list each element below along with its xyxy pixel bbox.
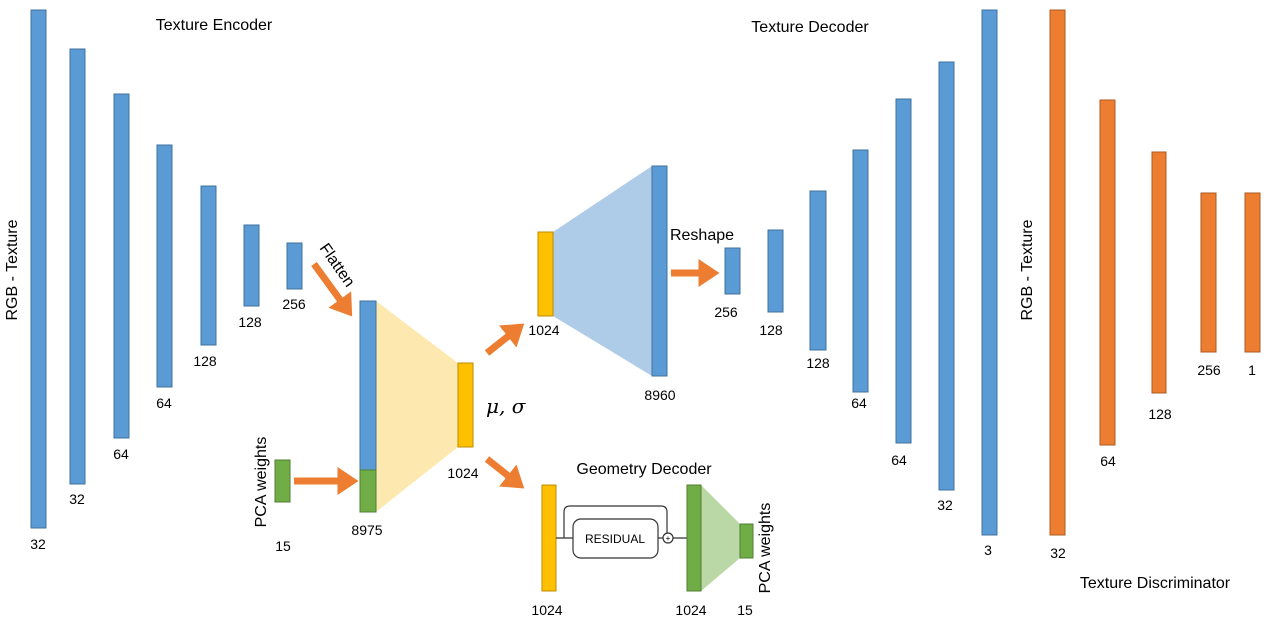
decoder-fc-out-size: 8960 bbox=[644, 387, 675, 403]
pca-weights-output-label: PCA weights bbox=[757, 503, 774, 594]
rgb-texture-output-label: RGB - Texture bbox=[1019, 219, 1036, 320]
geometry-input-latent bbox=[541, 484, 557, 592]
discriminator-layer bbox=[1151, 151, 1167, 394]
geometry-output-size: 15 bbox=[737, 602, 753, 618]
decoder-layer-label: 64 bbox=[851, 395, 867, 411]
discriminator-layer bbox=[1244, 192, 1261, 353]
decoder-fc-in-size: 1024 bbox=[528, 322, 559, 338]
rgb-texture-input-label: RGB - Texture bbox=[4, 219, 21, 320]
concatenated-pca bbox=[359, 469, 377, 513]
discriminator-layer bbox=[1099, 99, 1116, 446]
texture-decoder-title: Texture Decoder bbox=[751, 19, 869, 36]
geometry-residual-output bbox=[686, 484, 702, 592]
decoder-layer bbox=[724, 247, 741, 295]
encoder-layer-label: 32 bbox=[30, 536, 46, 552]
decoder-fc-trapezoid bbox=[553, 166, 652, 376]
encoder-layer bbox=[243, 224, 260, 307]
texture-encoder-title: Texture Encoder bbox=[156, 17, 273, 34]
decoder-input-latent bbox=[537, 231, 554, 317]
residual-label: RESIDUAL bbox=[585, 532, 645, 546]
texture-decoder: 256 128 128 64 64 32 3 bbox=[714, 9, 998, 558]
encoder-layer bbox=[30, 9, 47, 529]
encoder-layer-label: 128 bbox=[193, 353, 217, 369]
pca-input-size: 15 bbox=[275, 538, 291, 554]
discriminator-layer-label: 1 bbox=[1248, 362, 1256, 378]
geometry-decoder-title: Geometry Decoder bbox=[576, 461, 712, 478]
texture-discriminator-title: Texture Discriminator bbox=[1080, 575, 1231, 592]
decoder-layer bbox=[895, 98, 912, 444]
encoder-layer-label: 128 bbox=[238, 314, 262, 330]
geometry-residual-size: 1024 bbox=[675, 602, 706, 618]
latent-vector bbox=[457, 362, 474, 448]
decoder-layer-label: 256 bbox=[714, 304, 738, 320]
pca-weights-output bbox=[739, 523, 754, 559]
encoder-layer-label: 64 bbox=[113, 446, 129, 462]
decoder-layer-label: 3 bbox=[984, 542, 992, 558]
decoder-layer bbox=[809, 190, 827, 351]
decoder-fc-output bbox=[651, 165, 668, 377]
latent-size: 1024 bbox=[447, 465, 478, 481]
pca-weights-input bbox=[274, 459, 291, 503]
texture-discriminator: 32 64 128 256 1 bbox=[1049, 9, 1261, 561]
to-texture-decoder-arrow bbox=[484, 323, 525, 356]
decoder-layer-label: 128 bbox=[806, 355, 830, 371]
flatten-arrow bbox=[311, 261, 353, 317]
flattened-size: 8975 bbox=[351, 522, 382, 538]
geometry-input-size: 1024 bbox=[531, 602, 562, 618]
add-node-symbol: + bbox=[666, 534, 671, 543]
decoder-layer bbox=[852, 149, 869, 393]
geometry-decoder: 1024 RESIDUAL + 1024 15 PCA weights bbox=[531, 484, 774, 618]
decoder-layer bbox=[767, 229, 784, 313]
add-node-icon bbox=[662, 532, 674, 544]
encoder-layer bbox=[156, 144, 173, 388]
encoder-layer bbox=[200, 185, 217, 346]
discriminator-layer-label: 128 bbox=[1148, 406, 1172, 422]
flattened-features bbox=[359, 300, 377, 471]
encoder-layer bbox=[286, 242, 303, 290]
flatten-label: Flatten bbox=[316, 241, 358, 291]
encoder-layer-label: 64 bbox=[156, 395, 172, 411]
to-geometry-decoder-arrow bbox=[484, 456, 525, 489]
reshape-label: Reshape bbox=[670, 227, 734, 244]
discriminator-layer bbox=[1200, 192, 1217, 353]
encoder-layer bbox=[69, 48, 86, 485]
residual-block bbox=[572, 518, 659, 559]
residual-skip-connection bbox=[563, 505, 668, 538]
encoder-layer-label: 32 bbox=[69, 491, 85, 507]
encoder-fc-trapezoid bbox=[376, 301, 458, 512]
geometry-fc-trapezoid bbox=[701, 485, 740, 591]
mu-sigma-label: μ, σ bbox=[486, 394, 527, 418]
discriminator-layer-label: 64 bbox=[1100, 453, 1116, 469]
decoder-layer-label: 64 bbox=[891, 452, 907, 468]
pca-weights-input-label: PCA weights bbox=[253, 437, 270, 528]
discriminator-layer-label: 32 bbox=[1050, 545, 1066, 561]
discriminator-layer-label: 256 bbox=[1197, 362, 1221, 378]
encoder-layer-label: 256 bbox=[282, 296, 306, 312]
texture-encoder: 32 32 64 64 128 128 256 bbox=[30, 9, 306, 552]
decoder-layer bbox=[981, 9, 998, 536]
discriminator-layer bbox=[1049, 9, 1066, 536]
decoder-layer-label: 128 bbox=[759, 322, 783, 338]
decoder-layer bbox=[938, 61, 955, 491]
decoder-layer-label: 32 bbox=[937, 497, 953, 513]
encoder-layer bbox=[113, 93, 130, 439]
